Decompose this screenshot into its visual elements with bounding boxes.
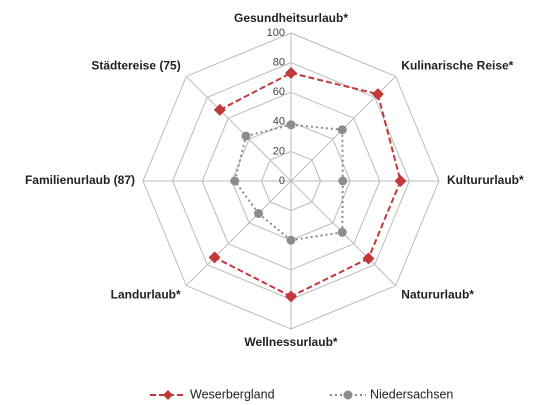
spoke bbox=[185, 180, 292, 287]
series-line bbox=[233, 180, 260, 215]
marker bbox=[371, 88, 384, 101]
series-line bbox=[290, 71, 379, 96]
series-line bbox=[290, 257, 369, 298]
marker bbox=[230, 176, 240, 186]
legend-label: Weserbergland bbox=[190, 387, 275, 401]
series-line bbox=[257, 212, 292, 241]
marker bbox=[213, 103, 226, 116]
category-label: Natururlaub* bbox=[401, 288, 474, 302]
marker bbox=[286, 120, 296, 130]
marker bbox=[286, 235, 296, 245]
series-line bbox=[290, 231, 343, 242]
marker bbox=[337, 125, 347, 135]
tick-label: 60 bbox=[273, 86, 285, 98]
marker bbox=[208, 251, 221, 264]
tick-label: 80 bbox=[273, 57, 285, 69]
legend-marker bbox=[343, 390, 353, 400]
marker bbox=[254, 208, 264, 218]
marker bbox=[241, 131, 251, 141]
series-line bbox=[290, 123, 343, 131]
series-line bbox=[219, 72, 292, 111]
series-line bbox=[341, 129, 344, 182]
marker bbox=[285, 66, 297, 79]
category-label: Gesundheitsurlaub* bbox=[234, 11, 348, 25]
tick-label: 40 bbox=[273, 116, 285, 128]
category-label: Wellnessurlaub* bbox=[244, 335, 337, 349]
tick-label: 0 bbox=[279, 175, 285, 187]
series-line bbox=[376, 93, 402, 182]
category-label: Städtereise (75) bbox=[91, 59, 180, 73]
category-label: Familienurlaub (87) bbox=[25, 173, 135, 187]
series-line bbox=[233, 135, 247, 182]
marker bbox=[285, 290, 297, 303]
series-line bbox=[214, 256, 292, 298]
category-label: Kulinarische Reise* bbox=[401, 59, 513, 73]
marker bbox=[394, 175, 407, 187]
tick-label: 100 bbox=[267, 27, 285, 39]
series-line bbox=[341, 180, 344, 233]
tick-label: 20 bbox=[273, 145, 285, 157]
series-line bbox=[367, 180, 402, 259]
marker bbox=[362, 252, 375, 265]
spoke bbox=[185, 75, 292, 182]
category-label: Kultururlaub* bbox=[447, 173, 524, 187]
legend-marker bbox=[163, 390, 173, 400]
marker bbox=[337, 227, 347, 237]
legend-label: Niedersachsen bbox=[370, 387, 453, 401]
category-label: Landurlaub* bbox=[111, 288, 181, 302]
marker bbox=[338, 176, 348, 186]
